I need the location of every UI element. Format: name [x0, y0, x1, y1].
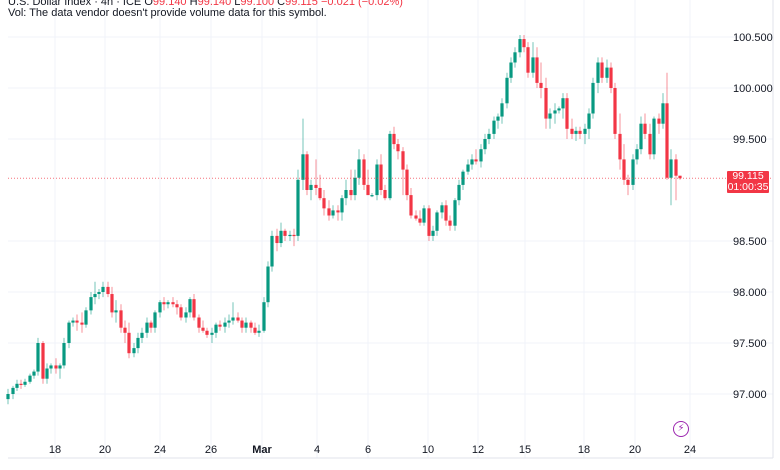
last-price-tag: 99.115 01:00:35 [727, 171, 769, 193]
time-axis[interactable]: 18 20 24 26 Mar 4 6 10 12 15 18 20 24 [49, 444, 696, 456]
time-tick: 20 [99, 444, 111, 456]
time-tick: Mar [252, 444, 272, 456]
volume-note: Vol: The data vendor doesn't provide vol… [8, 7, 327, 19]
grid-lines [8, 0, 773, 458]
time-tick: 18 [49, 444, 61, 456]
time-tick: 6 [365, 444, 371, 456]
time-tick: 18 [578, 444, 590, 456]
bar-countdown: 01:00:35 [727, 181, 769, 193]
low-label: L [234, 0, 241, 8]
price-tick: 97.000 [733, 389, 767, 401]
change-value: −0.021 (−0.02%) [320, 0, 403, 8]
close-value: 99.115 [285, 0, 318, 8]
low-value: 99.100 [240, 0, 275, 8]
time-tick: 20 [629, 444, 641, 456]
price-tick: 100.000 [733, 83, 773, 95]
time-tick: 24 [154, 444, 166, 456]
price-tick: 100.500 [733, 32, 773, 44]
time-tick: 12 [472, 444, 484, 456]
open-label: O [144, 0, 153, 8]
last-price-value: 99.115 [732, 170, 764, 182]
open-value: 99.140 [152, 0, 187, 8]
chart-legend: U.S. Dollar Index · 4h · ICE O99.140 H99… [8, 0, 403, 9]
price-tick: 99.500 [733, 134, 767, 146]
symbol-title: U.S. Dollar Index · 4h · ICE [8, 0, 142, 8]
price-tick: 98.500 [733, 236, 767, 248]
time-tick: 24 [684, 444, 696, 456]
price-axis[interactable]: 100.500 100.000 99.500 98.500 98.000 97.500 97… [733, 32, 773, 401]
high-value: 99.140 [197, 0, 232, 8]
close-label: C [277, 0, 286, 8]
time-tick: 10 [422, 444, 434, 456]
flash-icon[interactable]: ⚡ [673, 421, 689, 437]
high-label: H [189, 0, 198, 8]
price-tick: 97.500 [733, 338, 767, 350]
time-tick: 26 [205, 444, 217, 456]
time-tick: 4 [314, 444, 320, 456]
time-tick: 15 [519, 444, 531, 456]
price-tick: 98.000 [733, 287, 767, 299]
candles [6, 34, 682, 405]
